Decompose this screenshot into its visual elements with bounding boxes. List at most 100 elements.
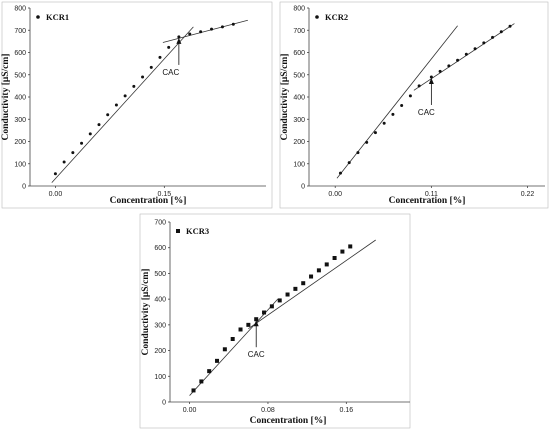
legend-label: KCR1 bbox=[46, 12, 69, 22]
data-point bbox=[316, 268, 321, 273]
y-tick-label: 0 bbox=[162, 400, 166, 407]
data-point bbox=[71, 151, 75, 155]
data-point bbox=[238, 327, 243, 332]
data-point bbox=[88, 132, 92, 136]
fit-line bbox=[413, 23, 515, 91]
data-point bbox=[301, 281, 306, 286]
y-tick-label: 300 bbox=[293, 117, 305, 124]
y-axis-title: Conductivity [μS/cm] bbox=[141, 269, 151, 356]
y-tick-label: 400 bbox=[14, 95, 26, 102]
data-point bbox=[158, 55, 162, 59]
cac-annotation: CAC bbox=[248, 350, 265, 359]
x-axis-title: Concentration [%] bbox=[389, 196, 466, 206]
data-point bbox=[80, 141, 84, 145]
panel-frame bbox=[139, 213, 411, 429]
data-point bbox=[114, 103, 118, 107]
data-point bbox=[338, 171, 342, 175]
data-point bbox=[210, 27, 214, 31]
y-axis-title: Conductivity [μS/cm] bbox=[1, 54, 11, 141]
data-point bbox=[141, 75, 145, 79]
y-tick-label: 700 bbox=[293, 28, 305, 35]
panel-frame bbox=[1, 1, 273, 209]
data-point bbox=[277, 298, 282, 303]
y-tick-label: 700 bbox=[14, 28, 26, 35]
data-point bbox=[262, 310, 267, 315]
data-point bbox=[447, 64, 451, 68]
legend-marker bbox=[315, 15, 319, 19]
y-tick-label: 300 bbox=[14, 117, 26, 124]
data-point bbox=[417, 84, 421, 88]
data-point bbox=[347, 161, 351, 165]
data-point bbox=[482, 41, 486, 45]
y-tick-label: 200 bbox=[293, 139, 305, 146]
legend-marker bbox=[176, 229, 180, 233]
legend-marker bbox=[36, 15, 40, 19]
x-tick-label: 0.15 bbox=[158, 191, 172, 198]
chart-panel-3: 0 100 200 300 400 500 600 700 0.00 0.08 0.16 Concen… bbox=[139, 213, 411, 429]
data-point bbox=[188, 32, 192, 36]
data-point bbox=[53, 172, 57, 176]
y-tick-label: 300 bbox=[154, 322, 166, 329]
y-tick-label: 0 bbox=[22, 184, 26, 191]
data-point bbox=[365, 140, 369, 144]
data-point bbox=[254, 317, 259, 322]
data-point bbox=[408, 94, 412, 98]
y-tick-label: 600 bbox=[293, 50, 305, 57]
panel-frame bbox=[279, 1, 549, 209]
y-tick-label: 100 bbox=[293, 161, 305, 168]
data-point bbox=[230, 337, 235, 341]
data-point bbox=[456, 58, 460, 62]
y-tick-label: 500 bbox=[14, 72, 26, 79]
data-point bbox=[199, 379, 204, 384]
y-tick-label: 600 bbox=[154, 245, 166, 252]
data-point bbox=[373, 131, 377, 135]
cac-arrowhead bbox=[428, 77, 434, 84]
fit-line bbox=[336, 25, 458, 179]
x-tick-label: 0.11 bbox=[425, 191, 438, 198]
fit-line bbox=[189, 298, 279, 396]
cac-annotation: CAC bbox=[162, 68, 179, 77]
x-axis-title: Concentration [%] bbox=[250, 416, 327, 426]
data-point bbox=[429, 75, 433, 79]
data-point bbox=[499, 30, 503, 34]
y-tick-label: 0 bbox=[301, 184, 305, 191]
data-point bbox=[382, 121, 386, 125]
chart-panel-2: 0 100 200 300 400 500 600 700 800 0.00 0.11 0.22 Con… bbox=[279, 1, 549, 209]
data-point bbox=[231, 22, 235, 26]
y-tick-label: 200 bbox=[14, 139, 26, 146]
y-tick-label: 500 bbox=[154, 271, 166, 278]
x-tick-label: 0.16 bbox=[340, 407, 354, 414]
y-tick-label: 700 bbox=[154, 220, 166, 227]
x-tick-label: 0.00 bbox=[183, 407, 197, 414]
x-tick-label: 0.00 bbox=[49, 191, 63, 198]
data-point bbox=[285, 292, 290, 297]
data-point bbox=[207, 369, 212, 374]
data-point bbox=[123, 94, 127, 98]
y-tick-label: 800 bbox=[14, 6, 26, 13]
data-point bbox=[356, 151, 360, 155]
data-point bbox=[132, 84, 136, 88]
data-point bbox=[324, 262, 329, 267]
y-tick-label: 100 bbox=[14, 161, 26, 168]
y-tick-label: 400 bbox=[293, 95, 305, 102]
data-point bbox=[348, 244, 353, 249]
y-tick-label: 100 bbox=[154, 374, 166, 381]
data-point bbox=[222, 347, 227, 352]
y-axis-title: Conductivity [μS/cm] bbox=[280, 54, 290, 141]
x-axis-title: Concentration [%] bbox=[110, 196, 187, 206]
y-tick-label: 800 bbox=[293, 6, 305, 13]
data-point bbox=[438, 69, 442, 73]
data-point bbox=[508, 24, 512, 28]
data-point bbox=[191, 388, 196, 393]
cac-annotation: CAC bbox=[418, 108, 435, 117]
legend-label: KCR3 bbox=[186, 226, 209, 236]
cac-arrowhead bbox=[253, 320, 259, 327]
data-point bbox=[215, 358, 220, 363]
data-point bbox=[309, 274, 314, 279]
data-point bbox=[177, 35, 181, 39]
data-point bbox=[199, 30, 203, 34]
data-point bbox=[340, 249, 345, 254]
legend-label: KCR2 bbox=[325, 12, 348, 22]
data-point bbox=[246, 322, 251, 327]
